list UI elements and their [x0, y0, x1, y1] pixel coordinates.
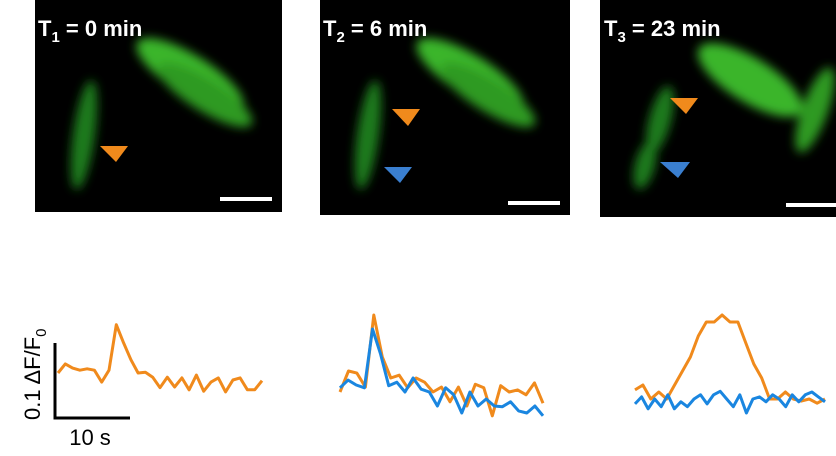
- label-rest: = 0 min: [60, 16, 143, 41]
- label-rest: = 23 min: [626, 16, 721, 41]
- label-letter: T: [323, 16, 337, 41]
- label-letter: T: [604, 16, 618, 41]
- label-sub: 3: [617, 29, 625, 46]
- x-scale-label: 10 s: [69, 425, 111, 450]
- trace: [56, 323, 264, 394]
- micrograph: [600, 0, 836, 217]
- panel-label: T2 = 6 min: [323, 16, 427, 46]
- trace: [338, 313, 545, 418]
- label-sub: 1: [51, 29, 59, 46]
- panel-label: T1 = 0 min: [38, 16, 142, 46]
- trace: [633, 389, 826, 415]
- panel-label: T3 = 23 min: [604, 16, 721, 46]
- label-letter: T: [38, 16, 52, 41]
- micrograph: [35, 0, 282, 212]
- trace: [338, 327, 545, 417]
- label-sub: 2: [336, 29, 344, 46]
- y-scale-label: 0.1 ΔF/F0: [20, 328, 50, 420]
- trace: [634, 313, 826, 405]
- micrograph: [320, 0, 570, 215]
- label-rest: = 6 min: [345, 16, 428, 41]
- scale-bar: [53, 343, 130, 420]
